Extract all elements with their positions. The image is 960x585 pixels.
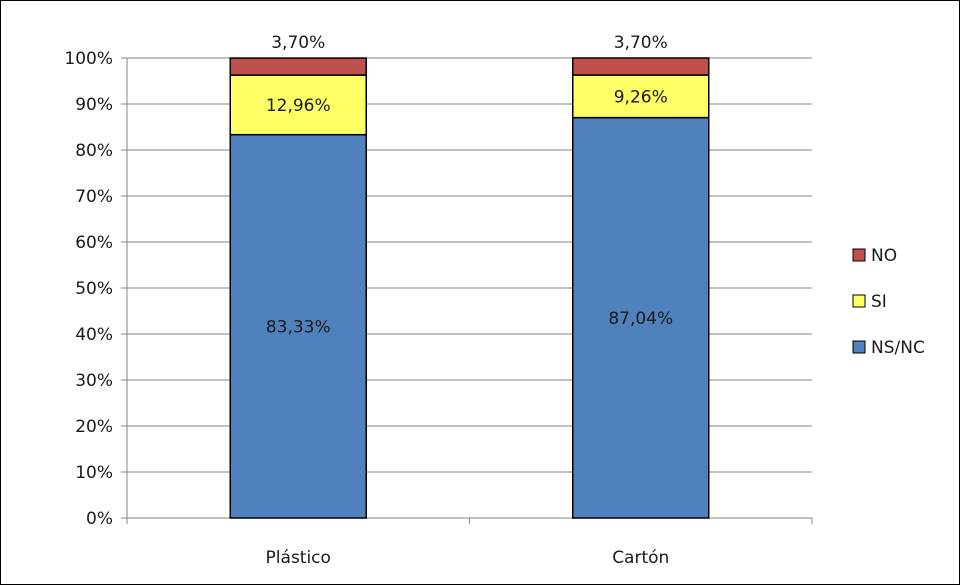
legend-label: NS/NC — [871, 338, 925, 358]
bar-segment-si — [572, 74, 710, 119]
y-tick-label: 10% — [75, 463, 113, 483]
category-label: Cartón — [612, 548, 669, 568]
legend-swatch — [852, 294, 866, 308]
data-label: 9,26% — [614, 87, 668, 107]
y-tick-label: 20% — [75, 417, 113, 437]
bar-segment-no — [572, 57, 710, 76]
category-label: Plástico — [266, 548, 331, 568]
y-tick-label: 70% — [75, 187, 113, 207]
y-tick-label: 30% — [75, 371, 113, 391]
y-tick-label: 80% — [75, 141, 113, 161]
data-label: 12,96% — [266, 96, 331, 116]
bar-segment-si — [229, 74, 367, 136]
y-tick-label: 60% — [75, 233, 113, 253]
y-tick-label: 100% — [64, 49, 113, 69]
y-tick-label: 50% — [75, 279, 113, 299]
legend-label: SI — [871, 292, 887, 312]
data-label: 3,70% — [614, 33, 668, 53]
legend-swatch — [852, 248, 866, 262]
y-tick-label: 90% — [75, 95, 113, 115]
legend-label: NO — [871, 246, 897, 266]
legend-swatch — [852, 340, 866, 354]
bar-segment-no — [229, 57, 367, 76]
data-label: 3,70% — [271, 33, 325, 53]
data-label: 87,04% — [608, 309, 673, 329]
y-tick-label: 40% — [75, 325, 113, 345]
data-label: 83,33% — [266, 317, 331, 337]
y-tick-label: 0% — [86, 509, 113, 529]
bar-segment-ns-nc — [229, 133, 367, 519]
bar-segment-ns-nc — [572, 116, 710, 519]
